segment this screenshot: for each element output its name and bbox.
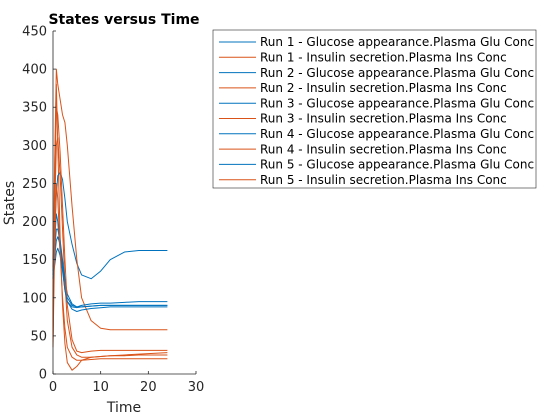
series-line-2 [52, 83, 168, 371]
y-tick-label: 350 [22, 101, 47, 116]
y-tick-label: 300 [22, 139, 47, 154]
y-tick-label: 150 [22, 253, 47, 268]
legend-label: Run 5 - Glucose appearance.Plasma Glu Co… [260, 158, 534, 172]
legend-label: Run 2 - Insulin secretion.Plasma Ins Con… [260, 81, 507, 95]
series-line-9 [52, 247, 168, 312]
series-layer [52, 68, 168, 371]
series-line-7 [52, 228, 168, 308]
legend-label: Run 4 - Insulin secretion.Plasma Ins Con… [260, 142, 507, 156]
y-tick-label: 100 [22, 291, 47, 306]
legend-label: Run 1 - Insulin secretion.Plasma Ins Con… [260, 51, 507, 65]
legend-label: Run 1 - Glucose appearance.Plasma Glu Co… [260, 35, 534, 49]
x-tick-label: 0 [49, 380, 57, 395]
series-line-5 [52, 236, 168, 308]
y-tick-label: 50 [30, 329, 47, 344]
legend-label: Run 2 - Glucose appearance.Plasma Glu Co… [260, 66, 534, 80]
x-tick-label: 10 [92, 380, 109, 395]
series-line-6 [52, 137, 168, 358]
series-line-3 [52, 171, 168, 280]
legend-box [212, 29, 537, 189]
legend-label: Run 3 - Insulin secretion.Plasma Ins Con… [260, 112, 507, 126]
legend-label: Run 4 - Glucose appearance.Plasma Glu Co… [260, 127, 534, 141]
series-line-8 [52, 106, 168, 354]
series-line-4 [52, 68, 168, 331]
y-tick-label: 450 [22, 25, 47, 40]
y-tick-label: 0 [39, 368, 47, 383]
y-tick-label: 250 [22, 177, 47, 192]
legend-items: Run 1 - Glucose appearance.Plasma Glu Co… [219, 35, 534, 187]
y-tick-label: 200 [22, 215, 47, 230]
y-axis-label: States [2, 181, 18, 225]
legend-label: Run 3 - Glucose appearance.Plasma Glu Co… [260, 96, 534, 110]
chart-title: States versus Time [48, 12, 199, 28]
x-axis-label: Time [106, 400, 141, 416]
axes-box [53, 31, 196, 374]
x-tick-label: 30 [188, 380, 205, 395]
x-tick-label: 20 [140, 380, 157, 395]
legend-label: Run 5 - Insulin secretion.Plasma Ins Con… [260, 173, 507, 187]
series-line-10 [52, 182, 168, 361]
legend: Run 1 - Glucose appearance.Plasma Glu Co… [212, 29, 537, 189]
y-tick-label: 400 [22, 63, 47, 78]
